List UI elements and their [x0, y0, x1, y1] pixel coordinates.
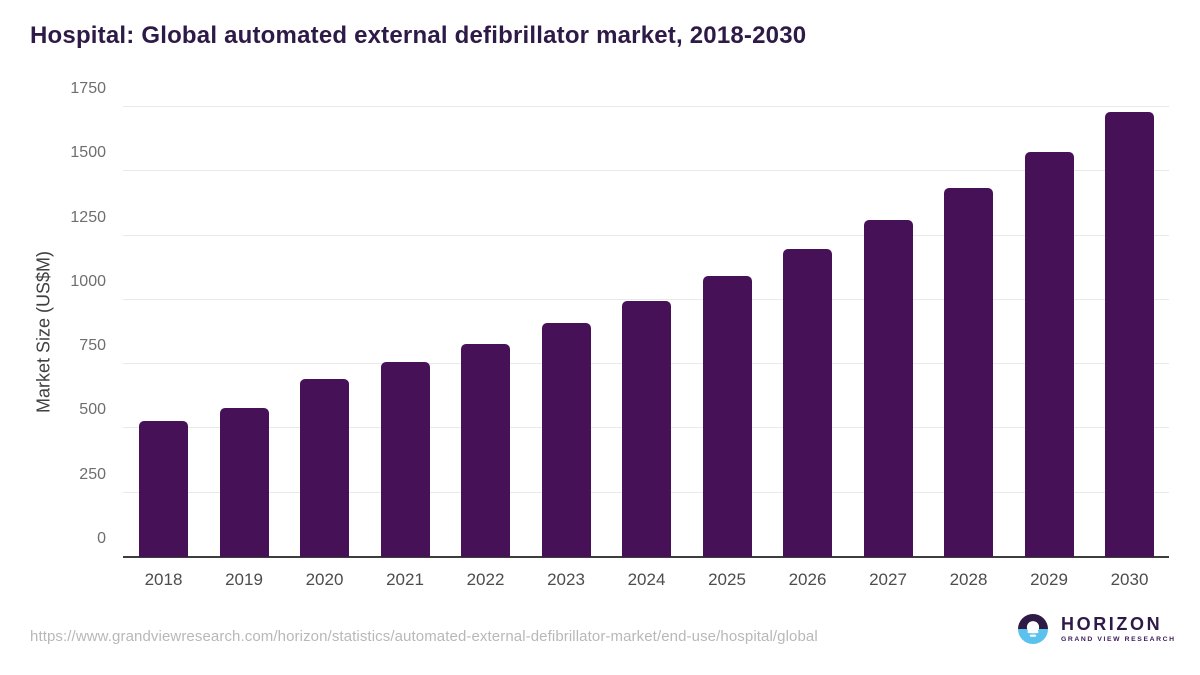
- bar-column-2028: 2028: [944, 107, 993, 589]
- bar-column-2027: 2027: [863, 107, 913, 589]
- logo-subtitle: GRAND VIEW RESEARCH: [1061, 636, 1176, 643]
- bar-column-2029: 2029: [1024, 107, 1074, 589]
- x-tick-2021: 2021: [386, 570, 424, 589]
- bar-2027: [863, 219, 913, 557]
- x-tick-2022: 2022: [466, 570, 505, 589]
- x-tick-2029: 2029: [1030, 570, 1068, 589]
- bars-container: 2018 2019 2020 2021 2022 2023 2024 2025 2026 2027…: [123, 107, 1169, 589]
- bar-column-2018: 2018: [139, 107, 188, 589]
- bar-2023: [541, 323, 591, 557]
- x-tick-2018: 2018: [144, 570, 183, 589]
- y-tick-1250: 1250: [70, 208, 106, 226]
- bar-column-2022: 2022: [461, 107, 510, 589]
- x-tick-2027: 2027: [869, 570, 907, 589]
- y-tick-1750: 1750: [70, 80, 106, 97]
- x-tick-2019: 2019: [225, 570, 263, 589]
- x-tick-2025: 2025: [708, 570, 746, 589]
- x-axis-line: [123, 556, 1169, 558]
- plot-area: 0 250 500 750 1000 1250 1500 1750 2018 2019 2020 20…: [70, 80, 1169, 589]
- x-tick-2030: 2030: [1110, 570, 1149, 589]
- bar-column-2019: 2019: [219, 107, 269, 589]
- y-axis-label: Market Size (US$M): [33, 250, 54, 414]
- horizon-logo-icon: [1018, 614, 1048, 644]
- bar-2028: [944, 187, 993, 557]
- y-tick-500: 500: [79, 401, 106, 419]
- gridline-1250: [123, 234, 1169, 236]
- x-tick-2020: 2020: [305, 570, 344, 589]
- x-tick-2024: 2024: [627, 570, 666, 589]
- bar-column-2030: 2030: [1105, 107, 1154, 589]
- bar-2020: [300, 378, 349, 557]
- bar-2022: [461, 343, 510, 557]
- logo-name: HORIZON: [1061, 614, 1163, 634]
- page-title: Hospital: Global automated external defi…: [30, 22, 807, 49]
- bar-2018: [139, 421, 188, 557]
- bar-2024: [622, 301, 671, 557]
- x-tick-2023: 2023: [547, 570, 585, 589]
- bar-2029: [1024, 151, 1074, 557]
- bar-2030: [1105, 111, 1154, 557]
- bar-column-2023: 2023: [541, 107, 591, 589]
- x-tick-2026: 2026: [788, 570, 827, 589]
- y-tick-1500: 1500: [70, 144, 106, 162]
- gridline-1750: [123, 106, 1169, 107]
- bar-column-2024: 2024: [622, 107, 671, 589]
- bar-column-2021: 2021: [380, 107, 430, 589]
- y-tick-1000: 1000: [70, 272, 106, 290]
- bar-2019: [219, 408, 269, 557]
- bar-2026: [783, 248, 832, 557]
- y-tick-250: 250: [79, 465, 106, 483]
- y-tick-750: 750: [79, 337, 106, 355]
- x-tick-2028: 2028: [949, 570, 988, 589]
- source-url: https://www.grandviewresearch.com/horizo…: [30, 628, 818, 645]
- y-tick-0: 0: [97, 530, 106, 547]
- bar-column-2020: 2020: [300, 107, 349, 589]
- horizon-logo: HORIZON GRAND VIEW RESEARCH: [1018, 614, 1176, 644]
- bar-column-2025: 2025: [702, 107, 752, 589]
- bar-column-2026: 2026: [783, 107, 832, 589]
- gridline-1000: [123, 298, 1169, 300]
- bar-2021: [380, 362, 430, 557]
- horizon-logo-text: HORIZON GRAND VIEW RESEARCH: [1061, 615, 1176, 643]
- bar-2025: [702, 276, 752, 557]
- gridline-1500: [123, 170, 1169, 172]
